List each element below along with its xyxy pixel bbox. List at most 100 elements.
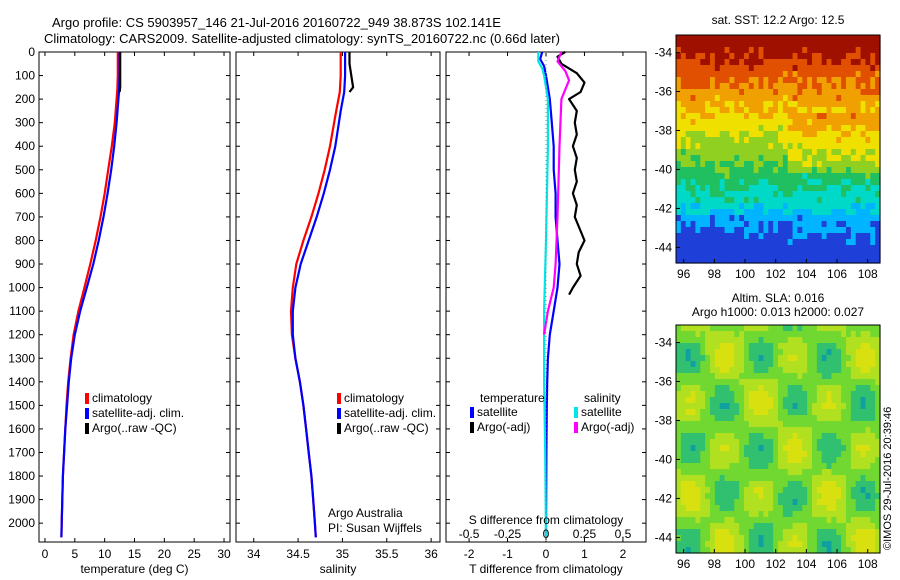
map-cell [724, 95, 731, 102]
map-cell [680, 41, 687, 48]
map-cell [695, 221, 701, 228]
map-cell [860, 517, 867, 524]
map-cell [695, 47, 701, 54]
map-cell [807, 227, 813, 234]
map-cell [816, 131, 823, 138]
x-tick-label: 5 [71, 547, 78, 561]
map-cell [748, 35, 755, 42]
map-cell [729, 209, 735, 216]
map-cell [821, 391, 828, 398]
map-cell [714, 469, 721, 476]
map-cell [758, 89, 765, 96]
map-cell [753, 137, 760, 144]
map-cell [748, 77, 755, 84]
map-cell [826, 257, 833, 264]
map-cell [719, 257, 726, 264]
map-cell [724, 137, 731, 144]
map-cell [860, 463, 867, 470]
map-cell [729, 343, 735, 350]
x-tick-label: 34 [247, 547, 261, 561]
map-cell [719, 385, 726, 392]
map-cell [719, 251, 726, 258]
map-cell [748, 65, 755, 72]
map-cell [831, 113, 837, 120]
map-cell [695, 113, 701, 120]
map-cell [773, 373, 779, 380]
map-cell [787, 161, 794, 168]
map-cell [778, 149, 784, 156]
map-cell [739, 415, 745, 422]
map-cell [792, 245, 799, 252]
map-cell [700, 409, 706, 416]
map-cell [802, 547, 808, 554]
map-cell [744, 325, 750, 332]
map-cell [729, 239, 735, 246]
map-cell [690, 119, 697, 126]
map-cell [729, 391, 735, 398]
map-cell [753, 475, 760, 482]
map-cell [787, 349, 794, 356]
map-cell [695, 209, 701, 216]
map-cell [870, 355, 876, 362]
map-cell [860, 451, 867, 458]
map-cell [792, 131, 799, 138]
map-cell [719, 451, 726, 458]
map-cell [870, 161, 876, 168]
map-cell [773, 161, 779, 168]
map-cell [700, 71, 706, 78]
map-cell [729, 173, 735, 180]
map-cell [690, 209, 697, 216]
map-cell [710, 107, 716, 114]
map-cell [831, 215, 837, 222]
map-cell [792, 215, 799, 222]
map-cell [695, 185, 701, 192]
map-cell [787, 343, 794, 350]
map-cell [870, 167, 876, 174]
map-cell [763, 125, 769, 132]
map-cell [841, 439, 847, 446]
map-cell [787, 155, 794, 162]
map-cell [841, 373, 847, 380]
map-cell [714, 373, 721, 380]
map-cell [748, 83, 755, 90]
map-cell [768, 391, 774, 398]
map-cell [758, 397, 765, 404]
map-cell [797, 439, 803, 446]
map-cell [836, 379, 842, 386]
map-cell [744, 149, 750, 156]
map-cell [787, 457, 794, 464]
map-cell [812, 367, 818, 374]
map-cell [690, 391, 697, 398]
map-cell [690, 529, 697, 536]
map-cell [680, 499, 687, 506]
map-cell [855, 53, 862, 60]
map-cell [855, 409, 862, 416]
map-cell [841, 245, 847, 252]
map-cell [680, 107, 687, 114]
map-cell [870, 427, 876, 434]
legend-entry: satellite-adj. clim. [92, 406, 184, 420]
map-cell [792, 499, 799, 506]
map-cell [763, 203, 769, 210]
map-cell [734, 373, 740, 380]
map-cell [841, 499, 847, 506]
map-cell [753, 403, 760, 410]
map-cell [865, 391, 871, 398]
map-cell [729, 475, 735, 482]
map-cell [744, 215, 750, 222]
map-cell [831, 535, 837, 542]
map-cell [729, 523, 735, 530]
map-cell [724, 89, 731, 96]
map-cell [700, 179, 706, 186]
map-cell [744, 245, 750, 252]
map-cell [724, 107, 731, 114]
map-cell [748, 71, 755, 78]
map-cell [714, 415, 721, 422]
map-cell [758, 113, 765, 120]
map-cell [700, 421, 706, 428]
map-cell [773, 487, 779, 494]
map-cell [729, 149, 735, 156]
map-cell [778, 167, 784, 174]
map-cell [782, 161, 789, 168]
map-cell [739, 385, 745, 392]
